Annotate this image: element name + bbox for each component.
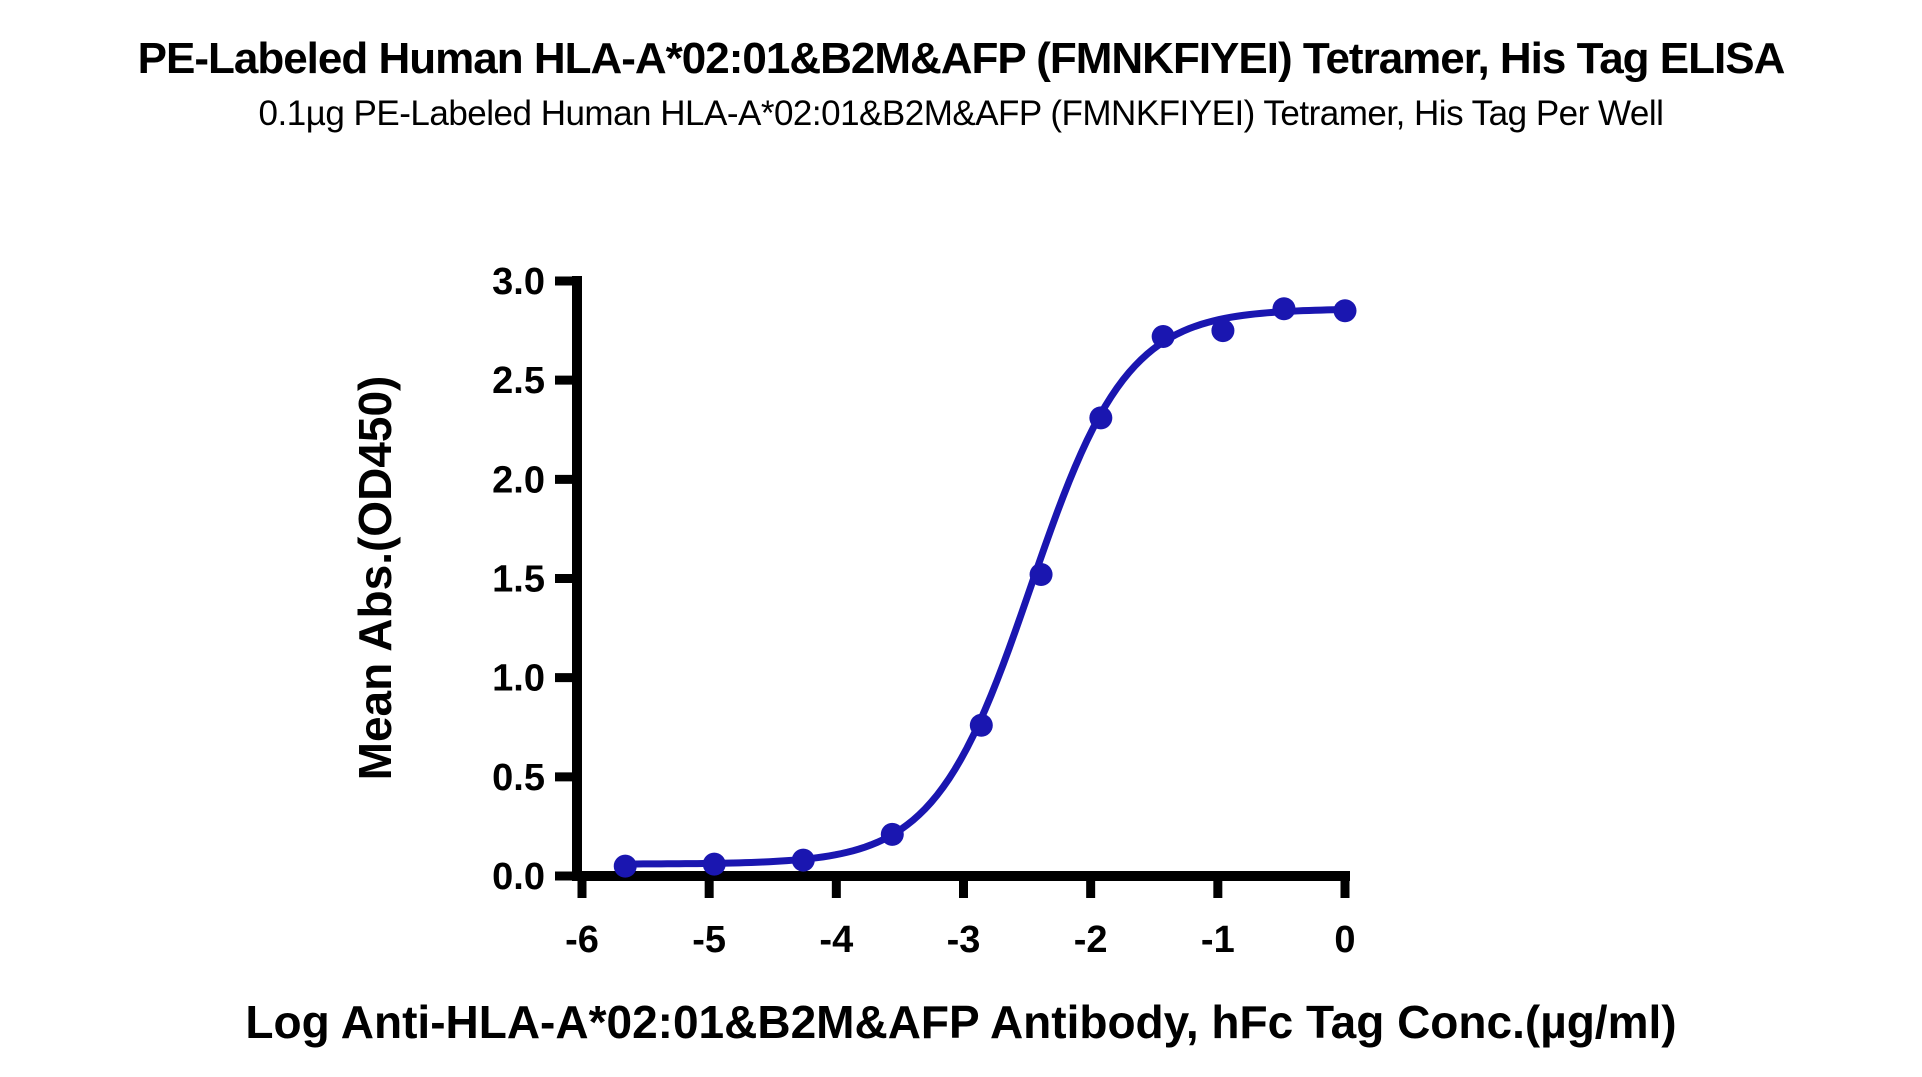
data-point: [1151, 325, 1175, 349]
y-tick-label: 2.0: [492, 459, 545, 501]
x-tick-label: -3: [947, 919, 981, 961]
x-tick-label: -6: [565, 919, 599, 961]
data-point: [702, 852, 726, 876]
y-tick-label: 0.5: [492, 757, 545, 799]
data-point: [613, 854, 637, 878]
data-point: [1089, 406, 1113, 430]
x-tick-label: 0: [1334, 919, 1355, 961]
fit-curve: [621, 306, 1349, 868]
data-point: [1272, 297, 1296, 321]
y-tick-label: 1.5: [492, 559, 545, 601]
x-tick-label: -2: [1074, 919, 1108, 961]
chart-title: PE-Labeled Human HLA-A*02:01&B2M&AFP (FM…: [137, 34, 1786, 83]
x-tick-label: -5: [692, 919, 726, 961]
data-point: [880, 822, 904, 846]
x-tick-label: -4: [819, 919, 853, 961]
y-tick-label: 1.0: [492, 658, 545, 700]
x-tick-label: -1: [1201, 919, 1235, 961]
y-tick-label: 2.5: [492, 360, 545, 402]
chart-subtitle: 0.1µg PE-Labeled Human HLA-A*02:01&B2M&A…: [258, 94, 1664, 133]
y-tick-label: 0.0: [492, 856, 545, 898]
data-point: [791, 848, 815, 872]
data-point: [1211, 319, 1235, 343]
y-tick-label: 3.0: [492, 261, 545, 303]
data-point: [1333, 299, 1357, 323]
data-point: [969, 713, 993, 737]
x-axis-title: Log Anti-HLA-A*02:01&B2M&AFP Antibody, h…: [245, 996, 1677, 1048]
data-point: [1029, 563, 1053, 587]
